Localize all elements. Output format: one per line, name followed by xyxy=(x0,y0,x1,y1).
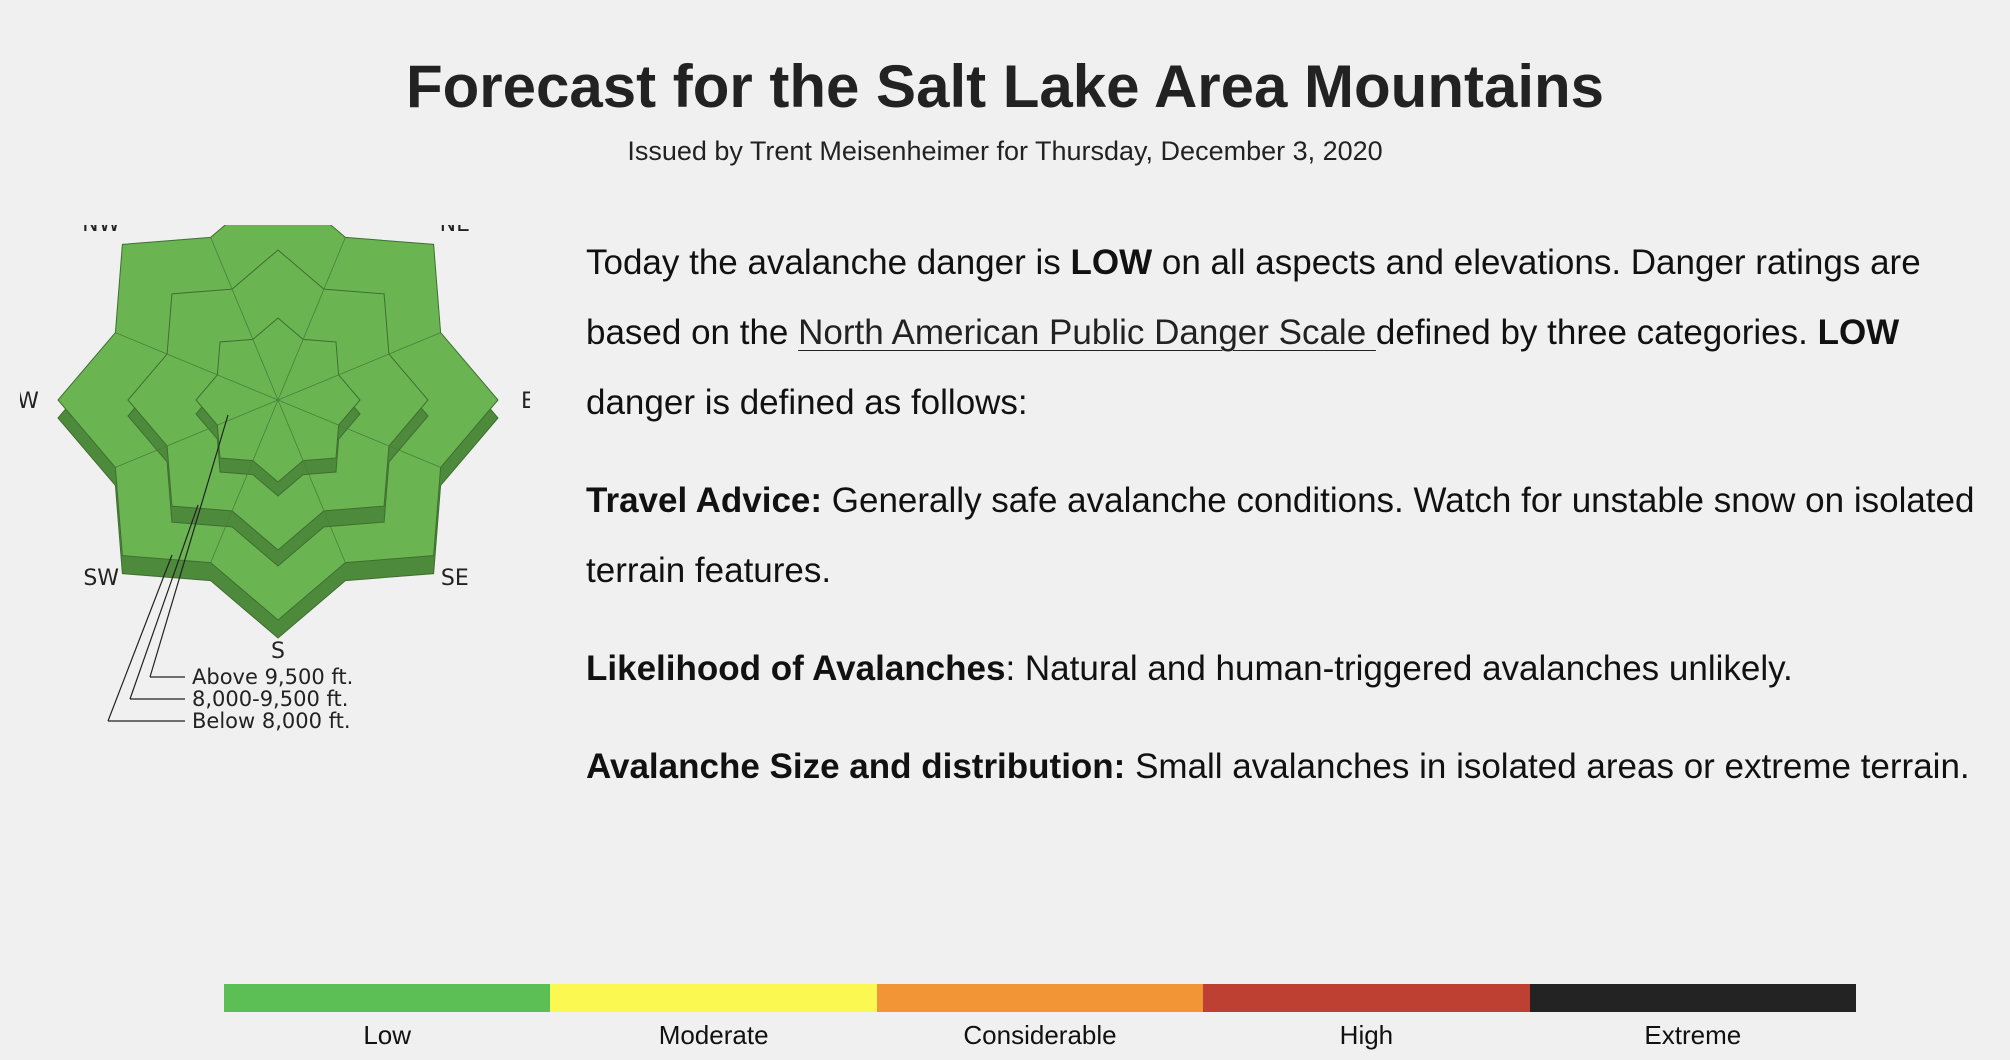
danger-level: LOW xyxy=(1070,243,1153,282)
rose-sector-line xyxy=(210,399,279,563)
summary-paragraph: Today the avalanche danger is LOW on all… xyxy=(586,243,1921,422)
legend-considerable-label: Considerable xyxy=(963,1020,1117,1050)
danger-scale-legend: Low Moderate Considerable High Extreme xyxy=(224,984,1857,1051)
legend-extreme: Extreme xyxy=(1529,984,1857,1051)
likelihood: Likelihood of Avalanches: Natural and hu… xyxy=(586,649,1793,688)
legend-high-label: High xyxy=(1339,1020,1394,1050)
legend-high-bar xyxy=(1203,984,1530,1012)
rose-direction-nw: NW xyxy=(82,225,120,237)
rose-sector-line xyxy=(277,399,346,563)
rose-sector-line xyxy=(277,399,441,468)
elevation-leader xyxy=(107,554,173,722)
legend-considerable-bar xyxy=(876,984,1204,1012)
legend-extreme-bar xyxy=(1529,984,1857,1012)
rose-sector-line xyxy=(115,399,279,468)
rose-direction-s: S xyxy=(271,639,285,664)
rose-sector-line xyxy=(277,237,346,401)
legend-low: Low xyxy=(224,984,551,1051)
legend-moderate-label: Moderate xyxy=(658,1020,769,1050)
rose-direction-sw: SW xyxy=(83,566,119,591)
rose-sector-line xyxy=(277,332,441,401)
legend-extreme-label: Extreme xyxy=(1644,1020,1742,1050)
rose-sector-line xyxy=(210,237,279,401)
elevation-label: 8,000-9,500 ft. xyxy=(192,687,348,711)
rose-sector-line xyxy=(115,332,279,401)
elevation-leader xyxy=(129,504,199,700)
legend-moderate-bar xyxy=(550,984,877,1012)
rose-direction-e: E xyxy=(521,389,530,414)
legend-moderate: Moderate xyxy=(550,984,877,1051)
page-title: Forecast for the Salt Lake Area Mountain… xyxy=(405,53,1605,120)
rose-direction-w: W xyxy=(20,389,39,414)
rose-direction-ne: NE xyxy=(440,225,470,237)
legend-considerable: Considerable xyxy=(876,984,1204,1051)
danger-rose: NNEESESSWWNWAbove 9,500 ft.8,000-9,500 f… xyxy=(17,139,535,745)
legend-low-bar xyxy=(224,984,551,1012)
rose-direction-se: SE xyxy=(441,566,469,591)
danger-scale-link[interactable]: North American Public Danger Scale xyxy=(798,313,1376,352)
travel-advice: Travel Advice: Generally safe avalanche … xyxy=(586,481,1975,590)
size-distribution: Avalanche Size and distribution: Small a… xyxy=(586,747,1970,786)
legend-high: High xyxy=(1203,984,1530,1051)
danger-level-2: LOW xyxy=(1817,313,1900,352)
elevation-label: Above 9,500 ft. xyxy=(192,665,353,689)
page-subtitle: Issued by Trent Meisenheimer for Thursda… xyxy=(627,136,1383,166)
elevation-leader xyxy=(149,414,229,678)
forecast-text: Today the avalanche danger is LOW on all… xyxy=(586,228,1986,830)
elevation-label: Below 8,000 ft. xyxy=(192,709,351,733)
legend-low-label: Low xyxy=(363,1020,412,1050)
